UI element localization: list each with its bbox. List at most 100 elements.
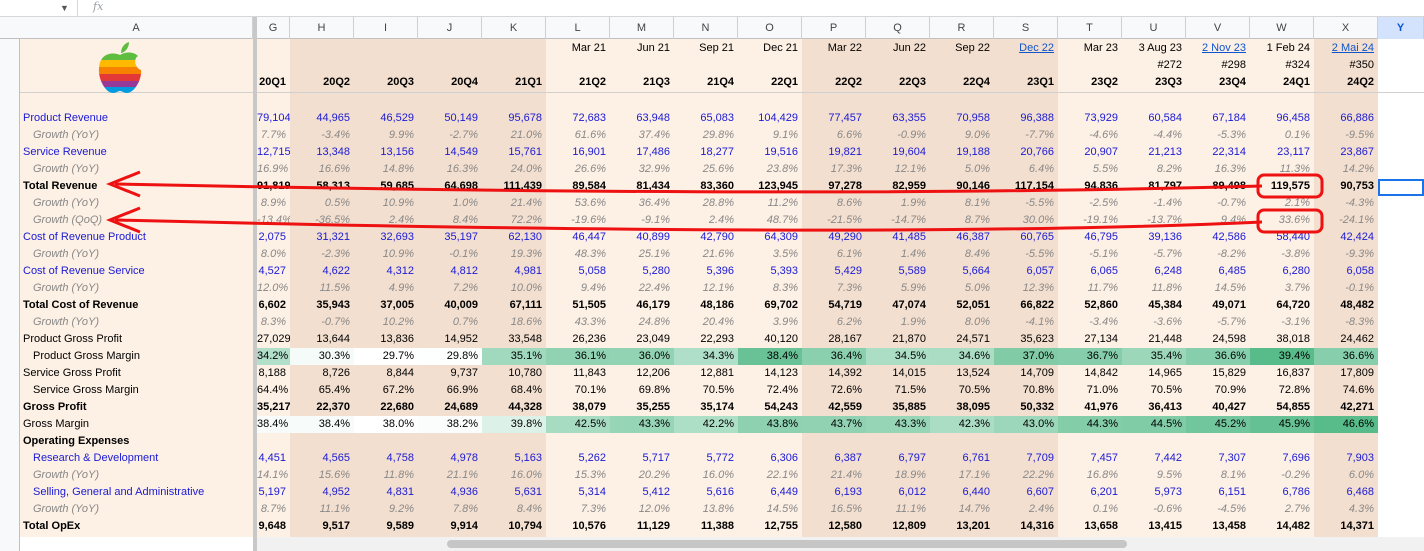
- table-cell[interactable]: 42.5%: [546, 416, 610, 433]
- header-cell[interactable]: [1058, 57, 1122, 74]
- table-cell[interactable]: 16,837: [1276, 367, 1310, 379]
- table-cell[interactable]: 43.3%: [610, 416, 674, 433]
- table-cell[interactable]: -3.4%: [1089, 316, 1118, 328]
- table-cell[interactable]: 89,498: [1212, 180, 1246, 192]
- table-cell[interactable]: 32.9%: [638, 163, 670, 175]
- table-cell[interactable]: 5,631: [514, 486, 542, 498]
- column-header-u[interactable]: U: [1122, 17, 1186, 39]
- table-cell[interactable]: 71.0%: [1086, 384, 1118, 396]
- table-cell[interactable]: 8.7%: [964, 214, 990, 226]
- table-cell[interactable]: 45.9%: [1250, 416, 1314, 433]
- table-cell[interactable]: 10,576: [572, 520, 606, 532]
- table-cell[interactable]: 70.5%: [1150, 384, 1182, 396]
- table-cell[interactable]: 104,429: [758, 112, 798, 124]
- table-cell[interactable]: 11.8%: [1151, 282, 1182, 294]
- table-cell[interactable]: 15,829: [1212, 367, 1246, 379]
- table-cell[interactable]: 24.0%: [510, 163, 542, 175]
- table-cell[interactable]: 70,958: [956, 112, 990, 124]
- table-cell[interactable]: 34.2%: [257, 348, 290, 365]
- column-header-k[interactable]: K: [482, 17, 546, 39]
- table-cell[interactable]: 8.6%: [836, 197, 862, 209]
- table-cell[interactable]: 16,901: [572, 146, 606, 158]
- table-cell[interactable]: [546, 433, 610, 450]
- table-cell[interactable]: 81,797: [1148, 180, 1182, 192]
- table-cell[interactable]: 14,709: [1020, 367, 1054, 379]
- table-cell[interactable]: 111,439: [503, 180, 542, 192]
- table-cell[interactable]: 36.4%: [638, 197, 670, 209]
- row-label[interactable]: Operating Expenses: [23, 435, 130, 447]
- table-cell[interactable]: 66.9%: [446, 384, 478, 396]
- table-cell[interactable]: 4,831: [386, 486, 414, 498]
- table-cell[interactable]: 28.8%: [702, 197, 734, 209]
- table-cell[interactable]: 14,123: [764, 367, 798, 379]
- table-cell[interactable]: 17.1%: [958, 469, 990, 481]
- table-cell[interactable]: 6,151: [1218, 486, 1246, 498]
- table-cell[interactable]: 0.5%: [324, 197, 350, 209]
- table-cell[interactable]: -7.7%: [1025, 129, 1054, 141]
- column-header-j[interactable]: J: [418, 17, 482, 39]
- table-cell[interactable]: 39.8%: [482, 416, 546, 433]
- table-cell[interactable]: 49,071: [1212, 299, 1246, 311]
- table-cell[interactable]: 1.9%: [900, 197, 926, 209]
- table-cell[interactable]: 67,111: [509, 299, 542, 311]
- table-cell[interactable]: 8.3%: [772, 282, 798, 294]
- table-cell[interactable]: 39,136: [1148, 231, 1182, 243]
- table-cell[interactable]: 58,440: [1276, 231, 1310, 243]
- row-label[interactable]: Growth (YoY): [33, 197, 100, 209]
- table-cell[interactable]: 19,188: [956, 146, 990, 158]
- column-header-n[interactable]: N: [674, 17, 738, 39]
- table-cell[interactable]: 13,524: [956, 367, 990, 379]
- table-cell[interactable]: 13,644: [316, 333, 350, 345]
- table-cell[interactable]: 35.4%: [1122, 348, 1186, 365]
- table-cell[interactable]: 40,009: [444, 299, 478, 311]
- table-cell[interactable]: 47,074: [892, 299, 926, 311]
- table-cell[interactable]: 61.6%: [574, 129, 606, 141]
- header-cell[interactable]: Sep 21: [699, 42, 734, 54]
- table-cell[interactable]: 12,755: [764, 520, 798, 532]
- table-cell[interactable]: 14.8%: [382, 163, 414, 175]
- header-cell[interactable]: Mar 22: [827, 42, 862, 54]
- table-cell[interactable]: 22,293: [700, 333, 734, 345]
- table-cell[interactable]: 7,696: [1282, 452, 1310, 464]
- table-cell[interactable]: 14.7%: [958, 503, 990, 515]
- table-cell[interactable]: 10.9%: [382, 197, 414, 209]
- table-cell[interactable]: 4,812: [450, 265, 478, 277]
- table-cell[interactable]: 46.6%: [1314, 416, 1378, 433]
- row-label[interactable]: Service Gross Margin: [33, 384, 139, 396]
- header-cell[interactable]: [674, 57, 738, 74]
- table-cell[interactable]: 43.8%: [738, 416, 802, 433]
- table-cell[interactable]: -0.9%: [897, 129, 926, 141]
- table-cell[interactable]: 7,442: [1154, 452, 1182, 464]
- header-cell[interactable]: [866, 57, 930, 74]
- row-label[interactable]: Growth (YoY): [33, 163, 100, 175]
- table-cell[interactable]: 36.4%: [802, 348, 866, 365]
- table-cell[interactable]: -0.6%: [1153, 503, 1182, 515]
- table-cell[interactable]: 40,899: [636, 231, 670, 243]
- header-cell[interactable]: 20Q1: [259, 76, 286, 88]
- table-cell[interactable]: 22.4%: [638, 282, 670, 294]
- table-cell[interactable]: 6,468: [1346, 486, 1374, 498]
- table-cell[interactable]: 5,589: [898, 265, 926, 277]
- header-cell[interactable]: 22Q2: [835, 76, 862, 88]
- header-cell[interactable]: Jun 21: [636, 42, 670, 54]
- table-cell[interactable]: 77,457: [828, 112, 862, 124]
- table-cell[interactable]: 7.2%: [452, 282, 478, 294]
- table-cell[interactable]: -4.3%: [1345, 197, 1374, 209]
- table-cell[interactable]: 19,516: [764, 146, 798, 158]
- header-cell[interactable]: 3 Aug 23: [1138, 42, 1182, 54]
- table-cell[interactable]: 8.4%: [964, 248, 990, 260]
- table-cell[interactable]: 34.3%: [674, 348, 738, 365]
- table-cell[interactable]: 94,836: [1084, 180, 1118, 192]
- table-cell[interactable]: 7.3%: [580, 503, 606, 515]
- name-box[interactable]: ▼: [0, 0, 78, 17]
- table-cell[interactable]: 64,698: [444, 180, 478, 192]
- table-cell[interactable]: 6,449: [770, 486, 798, 498]
- header-cell[interactable]: 23Q2: [1091, 76, 1118, 88]
- table-cell[interactable]: 5,412: [642, 486, 670, 498]
- table-cell[interactable]: 22.1%: [766, 469, 798, 481]
- row-label[interactable]: Cost of Revenue Product: [23, 231, 146, 243]
- header-cell[interactable]: [994, 57, 1058, 74]
- table-cell[interactable]: 21,213: [1148, 146, 1182, 158]
- table-cell[interactable]: -5.1%: [1089, 248, 1118, 260]
- table-cell[interactable]: 15,761: [508, 146, 542, 158]
